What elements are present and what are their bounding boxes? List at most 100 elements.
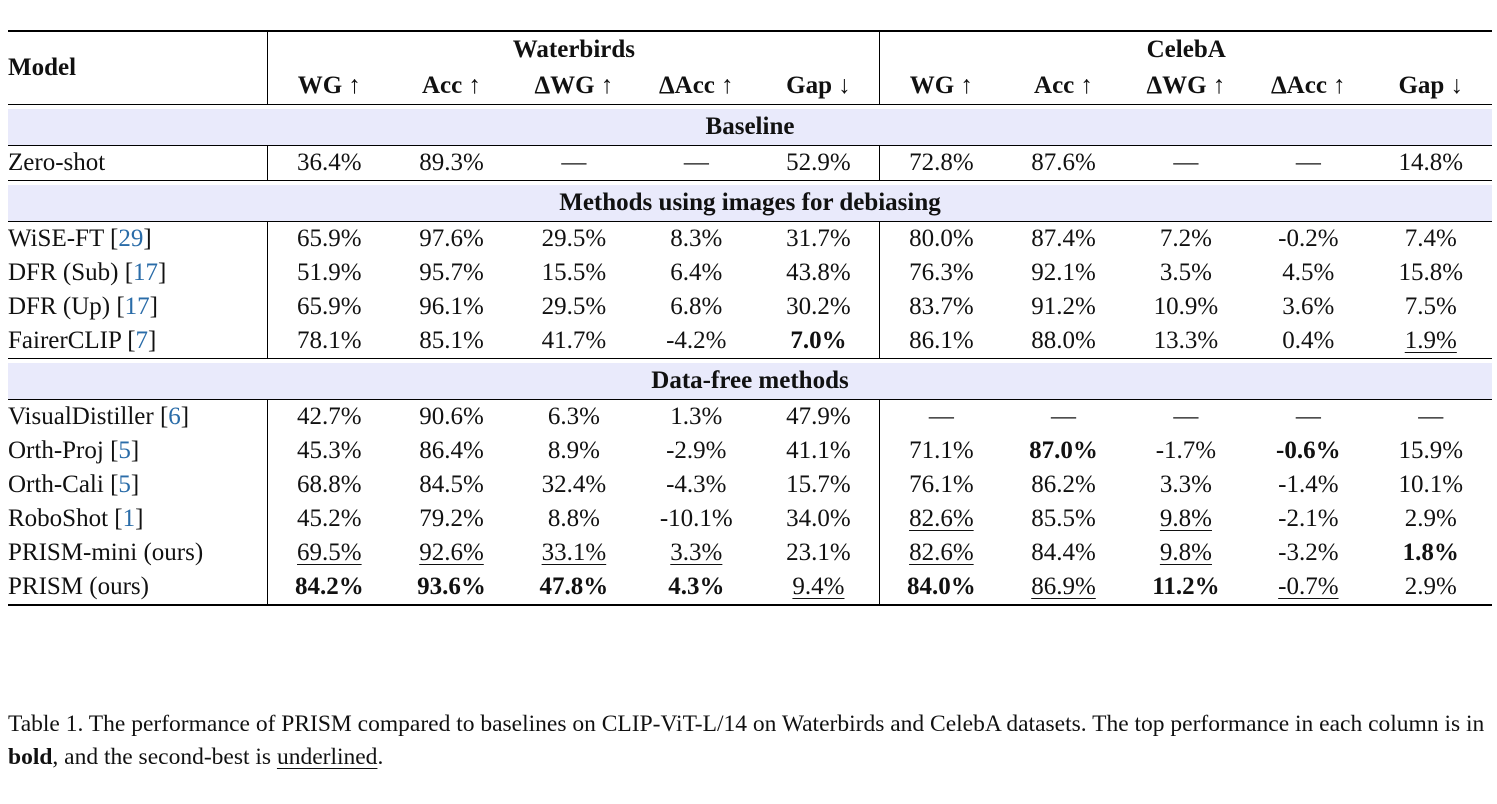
value-cell: 6.8% [635, 290, 757, 324]
cell-value: 87.6% [1031, 149, 1096, 176]
value-cell: — [1247, 146, 1369, 181]
value-cell: 83.7% [880, 290, 1002, 324]
cell-value: 84.4% [1031, 539, 1096, 566]
cell-value: 84.2% [294, 573, 364, 600]
cell-value: — [683, 149, 709, 176]
cell-value: 86.1% [909, 327, 974, 354]
cell-value: 4.3% [668, 573, 725, 600]
cell-value: 41.7% [541, 327, 607, 354]
value-cell: 52.9% [757, 145, 881, 181]
value-cell: 4.5% [1247, 256, 1369, 290]
model-name: Zero-shot [8, 149, 106, 176]
value-cell: 23.1% [757, 536, 881, 570]
value-cell: 34.0% [757, 502, 881, 536]
value-cell: -10.1% [635, 502, 757, 536]
value-cell: 42.7% [268, 400, 390, 435]
caption-bold-word: bold [8, 744, 53, 770]
cell-value: 7.4% [1404, 225, 1457, 252]
cell-value: 86.4% [419, 437, 484, 464]
value-cell: 8.3% [635, 222, 757, 257]
value-cell: 84.4% [1002, 536, 1124, 570]
value-cell: 30.2% [757, 290, 881, 324]
cell-value: 96.1% [419, 293, 484, 320]
value-cell: 7.2% [1125, 222, 1247, 257]
cell-value: 8.8% [547, 505, 600, 532]
cell-value: 0.4% [1282, 327, 1335, 354]
value-cell: -0.7% [1247, 570, 1369, 605]
caption-text-1: The performance of PRISM compared to bas… [83, 711, 1485, 737]
section-title: Baseline [8, 109, 1492, 146]
value-cell: 43.8% [757, 256, 881, 290]
value-cell: -0.2% [1247, 222, 1369, 257]
cell-value: 88.0% [1031, 327, 1096, 354]
citation-link[interactable]: 17 [124, 293, 150, 320]
cell-value: 4.5% [1282, 259, 1335, 286]
table-row: DFR (Sub) [17] 51.9% 95.7% 15.5% 6.4% 43.8% 76… [8, 256, 1492, 290]
value-cell: 86.1% [880, 324, 1002, 359]
value-cell: 76.3% [880, 256, 1002, 290]
value-cell: — [1370, 400, 1492, 435]
value-cell: 1.9% [1370, 324, 1492, 359]
cell-value: 14.8% [1398, 149, 1464, 176]
cell-value: 10.1% [1398, 471, 1464, 498]
model-name-cell: RoboShot [1] [8, 502, 269, 536]
cell-value: 90.6% [419, 403, 484, 430]
citation-link[interactable]: 17 [133, 259, 159, 286]
value-cell: 45.2% [268, 502, 390, 536]
value-cell: 10.9% [1125, 290, 1247, 324]
citation-link[interactable]: 6 [168, 403, 181, 430]
citation-link[interactable]: 29 [118, 225, 144, 252]
cell-value: — [928, 403, 954, 430]
table-row: Orth-Proj [5] 45.3% 86.4% 8.9% -2.9% 41.1% 71.… [8, 434, 1492, 468]
cell-value: — [561, 149, 587, 176]
cell-value: 86.2% [1031, 471, 1096, 498]
cell-value: 32.4% [541, 471, 607, 498]
value-cell: 71.1% [880, 434, 1002, 468]
cell-value: 15.5% [541, 259, 607, 286]
value-cell: 47.8% [513, 570, 635, 605]
cell-value: 15.9% [1398, 437, 1464, 464]
value-cell: 78.1% [268, 324, 390, 359]
cell-value: 23.1% [786, 539, 851, 566]
model-name: Orth-Proj [8, 437, 104, 464]
model-name-cell: WiSE-FT [29] [8, 221, 269, 256]
cell-value: -0.2% [1278, 225, 1339, 252]
cell-value: 72.8% [909, 149, 974, 176]
value-cell: 15.8% [1370, 256, 1492, 290]
cell-value: 9.4% [792, 573, 845, 600]
cell-value: 86.9% [1031, 573, 1096, 600]
value-cell: 90.6% [390, 400, 512, 435]
model-name: DFR (Sub) [8, 259, 119, 286]
citation-link[interactable]: 5 [118, 437, 131, 464]
value-cell: 65.9% [268, 290, 390, 324]
value-cell: 15.5% [513, 256, 635, 290]
model-name: DFR (Up) [8, 293, 111, 320]
value-cell: 13.3% [1125, 324, 1247, 359]
cell-value: 3.6% [1282, 293, 1335, 320]
section-title: Methods using images for debiasing [8, 185, 1492, 222]
cell-value: 79.2% [419, 505, 484, 532]
value-cell: -0.6% [1247, 434, 1369, 468]
citation-link[interactable]: 1 [122, 505, 136, 532]
cell-value: 30.2% [786, 293, 851, 320]
table-caption: Table 1. The performance of PRISM compar… [8, 708, 1492, 774]
metric-header: ΔAcc ↑ [1271, 72, 1346, 99]
value-cell: — [880, 400, 1002, 435]
value-cell: 4.3% [635, 570, 757, 605]
value-cell: 80.0% [880, 222, 1002, 257]
cell-value: 3.3% [670, 539, 723, 566]
value-cell: 79.2% [390, 502, 512, 536]
results-table: Model Waterbirds CelebA WG ↑ Acc ↑ ΔWG ↑ ΔA… [8, 30, 1492, 606]
cell-value: 47.8% [539, 573, 609, 600]
celeba-group-header: CelebA [1146, 36, 1226, 63]
value-cell: 29.5% [513, 290, 635, 324]
citation-link[interactable]: 7 [135, 327, 149, 354]
value-cell: 87.6% [1002, 146, 1124, 181]
cell-value: 76.1% [909, 471, 974, 498]
cell-value: 91.2% [1031, 293, 1096, 320]
value-cell: 93.6% [390, 570, 512, 605]
value-cell: 86.9% [1002, 570, 1124, 605]
cell-value: 6.3% [547, 403, 600, 430]
value-cell: 86.4% [390, 434, 512, 468]
citation-link[interactable]: 5 [118, 471, 131, 498]
